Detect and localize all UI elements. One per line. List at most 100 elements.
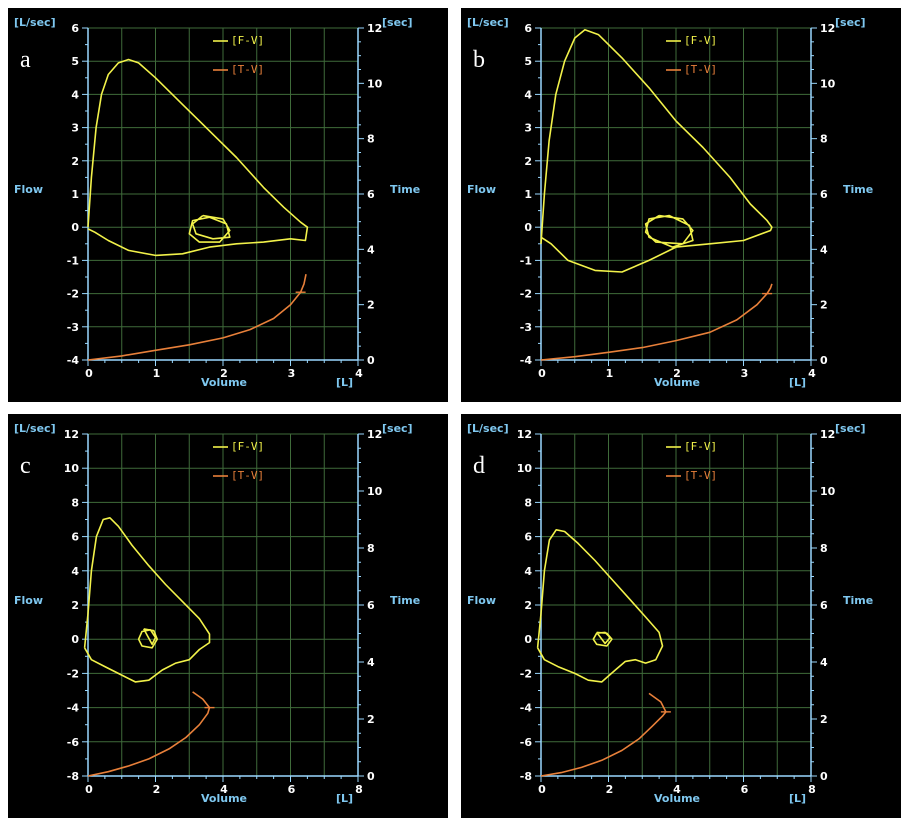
left-axis-tick-label: 2 — [524, 155, 532, 168]
volume-unit-label: [L] — [336, 792, 354, 805]
fv-curve — [540, 28, 773, 273]
bottom-axis-tick-label: 3 — [288, 367, 296, 380]
left-axis-tick-label: -2 — [520, 288, 532, 301]
bottom-axis-tick-label: 4 — [673, 783, 681, 796]
left-axis-tick-label: -2 — [67, 667, 79, 680]
bottom-axis-tick-label: 0 — [538, 783, 546, 796]
left-axis-tick-label: 0 — [71, 221, 79, 234]
volume-unit-label: [L] — [336, 376, 354, 389]
tidal-breathing-loop — [188, 214, 231, 243]
left-axis-tick-label: 5 — [524, 55, 532, 68]
chart-svg: -8 -6 -4 -2 0 2 4 6 8 10 12 0 2 4 6 8 10 12 0 2 4 6 8 — [64, 428, 383, 796]
time-axis-title: Time — [390, 183, 421, 196]
legend-tv-label: [T-V] — [684, 469, 718, 482]
left-axis-tick-label: -6 — [520, 736, 533, 749]
right-axis-tick-label: 10 — [820, 77, 836, 90]
bottom-axis-tick-label: 2 — [673, 367, 681, 380]
left-axis-tick-label: 3 — [524, 122, 532, 135]
flow-unit-label: [L/sec] — [467, 422, 509, 435]
time-unit-label: [sec] — [382, 16, 413, 29]
fv-curve — [536, 529, 664, 683]
right-axis-tick-label: 2 — [367, 713, 375, 726]
left-axis-tick-label: 4 — [71, 565, 79, 578]
left-axis-tick-label: 6 — [71, 531, 79, 544]
bottom-axis-tick-label: 3 — [741, 367, 749, 380]
left-axis-tick-label: 6 — [71, 22, 79, 35]
tidal-breathing-loop — [137, 628, 158, 649]
tv-curve — [87, 274, 307, 361]
fv-curve — [83, 517, 211, 683]
right-axis-tick-label: 0 — [367, 770, 375, 783]
left-axis-tick-label: 8 — [524, 496, 532, 509]
panel-d: -8 -6 -4 -2 0 2 4 6 8 10 12 0 2 4 6 8 10 12 0 2 4 6 8 d [F-V] [T-… — [461, 414, 901, 818]
chart-svg: -8 -6 -4 -2 0 2 4 6 8 10 12 0 2 4 6 8 10 12 0 2 4 6 8 — [517, 428, 836, 796]
time-axis-title: Time — [843, 183, 874, 196]
right-axis-tick-label: 0 — [367, 354, 375, 367]
left-axis-tick-label: 0 — [524, 633, 532, 646]
bottom-axis-tick-label: 2 — [220, 367, 228, 380]
time-unit-label: [sec] — [835, 422, 866, 435]
right-axis-tick-label: 8 — [367, 133, 375, 146]
tv-curve — [540, 692, 667, 777]
right-axis-tick-label: 8 — [367, 542, 375, 555]
right-axis-tick-label: 4 — [820, 243, 828, 256]
tidal-breathing-loop — [644, 214, 694, 248]
time-axis-title: Time — [390, 594, 421, 607]
left-axis-tick-label: 1 — [524, 188, 532, 201]
left-axis-tick-label: 10 — [64, 462, 80, 475]
left-axis-tick-label: 4 — [71, 88, 79, 101]
left-axis-tick-label: 12 — [517, 428, 532, 441]
right-axis-tick-label: 0 — [820, 354, 828, 367]
left-axis-tick-label: 5 — [71, 55, 79, 68]
bottom-axis-tick-label: 1 — [153, 367, 161, 380]
volume-unit-label: [L] — [789, 792, 807, 805]
left-axis-tick-label: -8 — [67, 770, 79, 783]
left-axis-tick-label: -4 — [67, 354, 80, 367]
left-axis-tick-label: -6 — [67, 736, 80, 749]
right-axis-tick-label: 6 — [820, 188, 828, 201]
left-axis-tick-label: -2 — [67, 288, 79, 301]
right-axis-tick-label: 10 — [367, 485, 383, 498]
bottom-axis-tick-label: 6 — [288, 783, 296, 796]
right-axis-tick-label: 2 — [820, 713, 828, 726]
left-axis-tick-label: -4 — [520, 354, 533, 367]
panel-c: -8 -6 -4 -2 0 2 4 6 8 10 12 0 2 4 6 8 10 12 0 2 4 6 8 c [F-V] [T-… — [8, 414, 448, 818]
left-axis-tick-label: 6 — [524, 531, 532, 544]
flow-axis-title: Flow — [14, 183, 44, 196]
volume-axis-title: Volume — [654, 376, 700, 389]
right-axis-tick-label: 2 — [820, 299, 828, 312]
volume-unit-label: [L] — [789, 376, 807, 389]
bottom-axis-tick-label: 0 — [538, 367, 546, 380]
left-axis-tick-label: 10 — [517, 462, 533, 475]
fv-curve — [87, 58, 309, 257]
legend-fv-label: [F-V] — [684, 440, 718, 453]
right-axis-tick-label: 6 — [820, 599, 828, 612]
panel-a: -4 -3 -2 -1 0 1 2 3 4 5 6 0 2 4 6 8 10 12 0 1 2 3 4 a [F-V] [T-V]… — [8, 8, 448, 402]
time-axis-title: Time — [843, 594, 874, 607]
left-axis-tick-label: -3 — [67, 321, 79, 334]
left-axis-tick-label: 2 — [71, 155, 79, 168]
right-axis-tick-label: 6 — [367, 188, 375, 201]
left-axis-tick-label: 1 — [71, 188, 79, 201]
right-axis-tick-label: 4 — [367, 656, 375, 669]
right-axis-tick-label: 12 — [820, 428, 835, 441]
bottom-axis-tick-label: 2 — [153, 783, 161, 796]
legend-tv-label: [T-V] — [231, 469, 265, 482]
bottom-axis-tick-label: 4 — [220, 783, 228, 796]
right-axis-tick-label: 4 — [820, 656, 828, 669]
tidal-breathing-loop — [592, 631, 613, 647]
right-axis-tick-label: 4 — [367, 243, 375, 256]
flow-axis-title: Flow — [467, 594, 497, 607]
legend-fv-label: [F-V] — [231, 440, 265, 453]
volume-axis-title: Volume — [654, 792, 700, 805]
tv-curve — [540, 283, 773, 361]
panel-letter: b — [473, 47, 485, 73]
left-axis-tick-label: 2 — [524, 599, 532, 612]
bottom-axis-tick-label: 6 — [741, 783, 749, 796]
right-axis-tick-label: 12 — [367, 22, 382, 35]
right-axis-tick-label: 10 — [367, 77, 383, 90]
right-axis-tick-label: 8 — [820, 133, 828, 146]
flow-axis-title: Flow — [467, 183, 497, 196]
bottom-axis-tick-label: 2 — [606, 783, 614, 796]
